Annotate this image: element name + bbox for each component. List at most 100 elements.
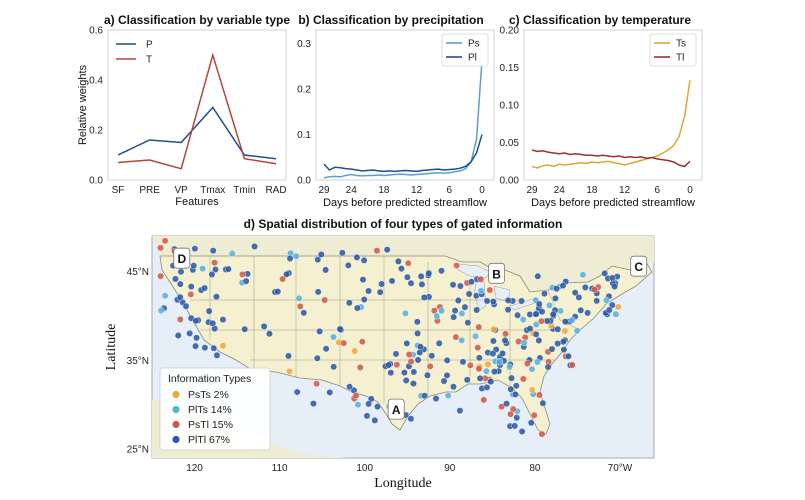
station-point bbox=[548, 345, 556, 353]
station-point bbox=[503, 400, 510, 408]
station-point bbox=[489, 337, 497, 345]
station-point bbox=[385, 361, 393, 369]
station-point bbox=[425, 269, 433, 277]
station-point bbox=[242, 277, 250, 285]
station-point bbox=[523, 360, 531, 367]
station-point bbox=[353, 304, 361, 312]
panel-d-xlabel: Longitude bbox=[374, 476, 432, 491]
station-point bbox=[346, 383, 353, 391]
station-point bbox=[354, 401, 362, 409]
panel-c-chart: c) Classification by temperature 0.00 0.0… bbox=[500, 13, 703, 209]
station-point bbox=[502, 330, 509, 338]
station-point bbox=[340, 339, 348, 347]
station-point bbox=[358, 338, 366, 346]
station-point bbox=[513, 414, 521, 422]
station-point bbox=[475, 323, 483, 331]
station-point bbox=[490, 368, 498, 375]
site-marker-box bbox=[488, 262, 505, 284]
panel-a-legend-label: T bbox=[146, 55, 152, 66]
station-point bbox=[338, 249, 346, 257]
station-point bbox=[432, 395, 440, 402]
panel-b-ytick-label: 0.2 bbox=[297, 85, 311, 96]
station-point bbox=[274, 288, 282, 296]
panel-b-legend-label: Pl bbox=[468, 53, 477, 64]
station-point bbox=[413, 318, 421, 326]
station-point bbox=[177, 268, 185, 276]
station-point bbox=[501, 337, 509, 344]
station-point bbox=[539, 399, 547, 407]
station-point bbox=[538, 308, 546, 316]
panel-a-ylabel: Relative weights bbox=[77, 64, 89, 145]
panel-d-ytick-label: 25°N bbox=[127, 445, 149, 456]
station-point bbox=[527, 419, 535, 427]
station-point bbox=[286, 367, 293, 375]
station-point bbox=[611, 283, 618, 290]
station-point bbox=[410, 380, 417, 387]
station-point bbox=[407, 358, 415, 365]
station-point bbox=[192, 342, 199, 350]
station-point bbox=[535, 337, 543, 344]
station-point bbox=[518, 428, 526, 435]
station-point bbox=[398, 265, 405, 272]
station-point bbox=[418, 280, 426, 288]
station-point bbox=[512, 391, 519, 398]
panel-a-legend-label: P bbox=[146, 40, 153, 51]
station-point bbox=[401, 309, 409, 317]
station-point bbox=[182, 302, 190, 310]
station-point bbox=[300, 309, 308, 317]
panel-c-xlabel: Days before predicted streamflow bbox=[531, 197, 695, 209]
panel-b-xtick-label: 18 bbox=[378, 185, 390, 196]
panel-d-ytick-label: 35°N bbox=[127, 356, 149, 367]
station-point bbox=[438, 307, 445, 315]
panel-b-ytick-label: 0.1 bbox=[297, 130, 311, 141]
station-point bbox=[468, 278, 475, 286]
station-point bbox=[157, 307, 165, 314]
station-point bbox=[279, 275, 286, 283]
station-point bbox=[190, 262, 198, 270]
station-point bbox=[561, 327, 569, 335]
panel-b-xlabel: Days before predicted streamflow bbox=[323, 197, 487, 209]
station-point bbox=[511, 422, 519, 430]
panel-d-xtick-label: 120 bbox=[186, 463, 203, 474]
panel-d-xtick-label: 100 bbox=[356, 463, 373, 474]
panel-d-ytick-label: 45°N bbox=[127, 267, 149, 278]
station-point bbox=[480, 396, 488, 404]
station-point bbox=[518, 297, 525, 305]
station-point bbox=[210, 344, 218, 352]
map-legend-label: PlTs 14% bbox=[188, 404, 232, 416]
station-point bbox=[209, 247, 217, 255]
station-point bbox=[534, 272, 542, 280]
panel-b-chart: b) Classification by precipitation 0.0 0.… bbox=[297, 13, 495, 209]
panel-b-plot-area bbox=[315, 29, 495, 181]
station-point bbox=[526, 325, 534, 332]
station-point bbox=[176, 316, 184, 323]
station-point bbox=[205, 307, 213, 315]
station-point bbox=[519, 375, 527, 383]
station-point bbox=[420, 294, 428, 301]
panel-b-xtick-label: 6 bbox=[447, 185, 453, 196]
station-point bbox=[260, 323, 268, 330]
station-point bbox=[393, 361, 401, 369]
panel-a-ytick-label: 0.4 bbox=[89, 76, 103, 87]
station-point bbox=[407, 415, 415, 423]
station-point bbox=[186, 330, 194, 337]
station-point bbox=[560, 346, 568, 354]
station-point bbox=[359, 276, 367, 284]
station-point bbox=[161, 237, 169, 245]
station-point bbox=[212, 266, 219, 273]
map-legend-label: PsTs 2% bbox=[188, 389, 229, 401]
site-marker-box bbox=[387, 398, 405, 420]
station-point bbox=[428, 352, 436, 360]
station-point bbox=[161, 292, 169, 300]
station-point bbox=[535, 300, 543, 308]
station-point bbox=[506, 363, 513, 371]
station-point bbox=[538, 317, 545, 325]
panel-a-plot-area bbox=[107, 29, 287, 181]
station-point bbox=[519, 316, 527, 323]
map-legend-title: Information Types bbox=[168, 373, 251, 385]
station-point bbox=[360, 296, 368, 303]
station-point bbox=[490, 326, 497, 333]
station-point bbox=[392, 350, 400, 358]
station-point bbox=[403, 340, 411, 347]
